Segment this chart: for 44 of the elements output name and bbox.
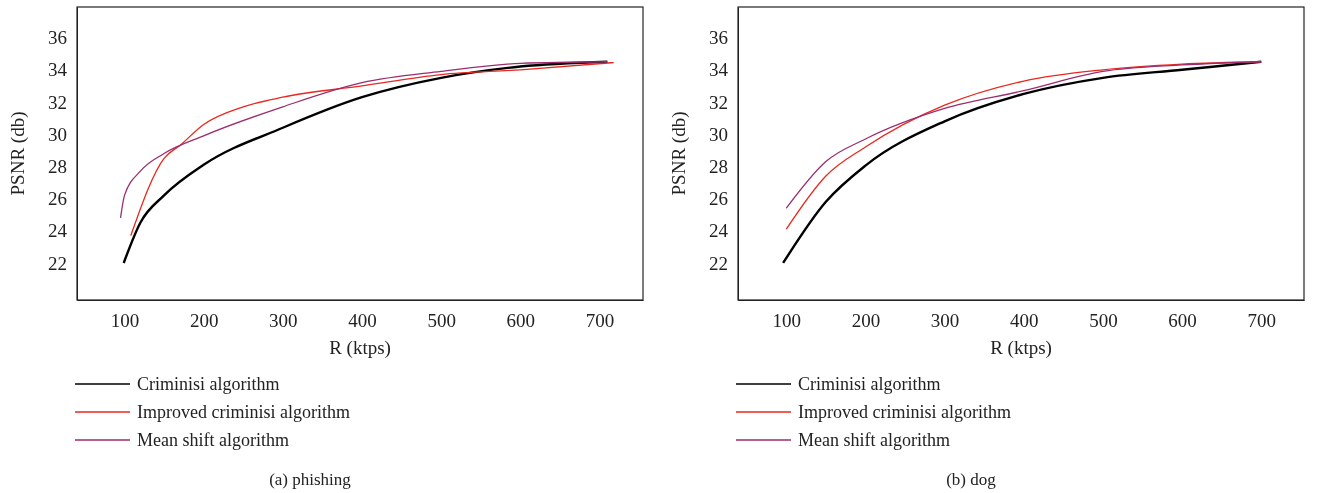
text: (a) phishing	[269, 470, 352, 489]
x-tick-label: 400	[348, 310, 377, 332]
legend-label: Improved criminisi algorithm	[137, 402, 350, 422]
x-tick-label: 300	[930, 310, 960, 332]
legend-label: Mean shift algorithm	[798, 430, 950, 450]
y-tick-label: 32	[48, 91, 67, 113]
x-tick-label: 100	[110, 310, 140, 332]
y-tick-label: 34	[48, 59, 68, 81]
x-tick-label: 500	[427, 310, 456, 332]
y-tick-label: 26	[709, 188, 728, 210]
x-tick-label: 100	[772, 310, 802, 332]
y-tick-label: 30	[709, 123, 728, 145]
x-tick-label: 600	[506, 310, 536, 332]
x-tick-label: 400	[1010, 310, 1039, 332]
x-tick-label: 300	[269, 310, 298, 332]
y-tick-label: 36	[709, 27, 728, 49]
line-series	[781, 60, 1263, 265]
x-axis-title: R (ktps)	[990, 337, 1052, 359]
x-tick-label: 200	[851, 310, 881, 332]
legend-label: Criminisi algorithm	[798, 374, 941, 394]
y-tick-label: 24	[48, 220, 68, 242]
y-tick-label: 30	[48, 123, 67, 145]
x-tick-label: 200	[189, 310, 219, 332]
y-tick-label: 34	[709, 59, 729, 81]
y-tick-label: 22	[48, 252, 67, 274]
legend-label: Criminisi algorithm	[137, 374, 280, 394]
x-axis-title: R (ktps)	[329, 337, 391, 359]
y-tick-label: 28	[48, 155, 67, 177]
y-tick-label: 32	[709, 91, 728, 113]
legend-label: Improved criminisi algorithm	[798, 402, 1011, 422]
y-tick-label: 36	[48, 27, 67, 49]
x-tick-label: 700	[1247, 310, 1276, 332]
y-axis-title: PSNR (db)	[7, 111, 29, 196]
y-tick-label: 24	[709, 220, 729, 242]
line-series	[122, 60, 609, 265]
y-tick-label: 22	[709, 252, 728, 274]
legend-label: Mean shift algorithm	[137, 430, 289, 450]
x-tick-label: 500	[1089, 310, 1118, 332]
text: (b) dog	[946, 470, 997, 489]
y-tick-label: 26	[48, 188, 67, 210]
y-axis-title: PSNR (db)	[668, 111, 690, 196]
x-tick-label: 600	[1168, 310, 1197, 332]
y-tick-label: 28	[709, 155, 728, 177]
x-tick-label: 700	[585, 310, 615, 332]
